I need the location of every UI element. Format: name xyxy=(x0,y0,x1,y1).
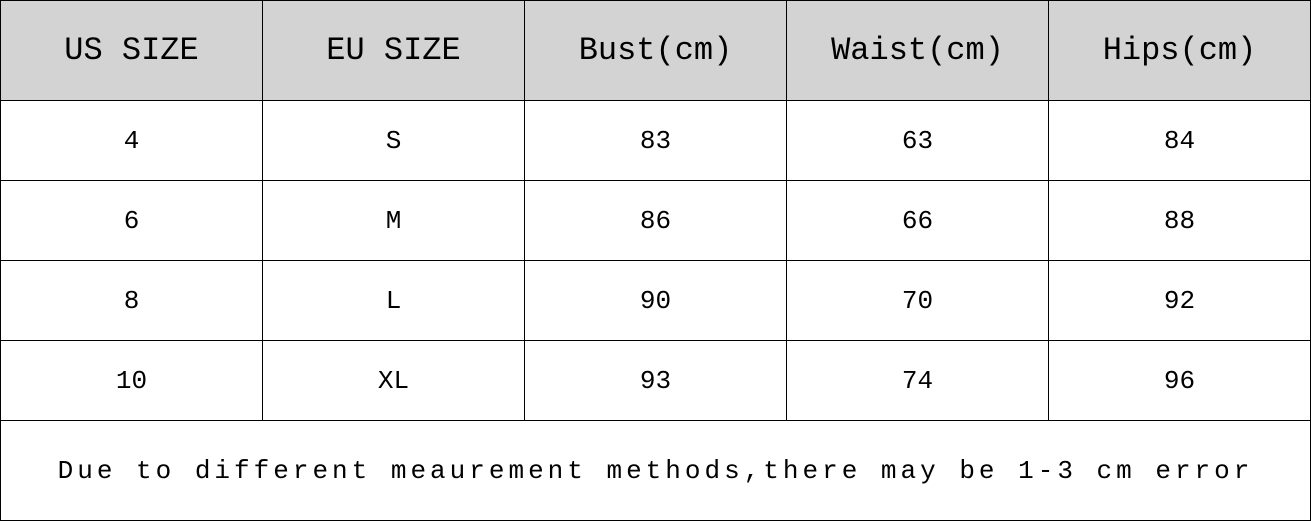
cell-bust: 93 xyxy=(525,341,787,421)
header-eu-size: EU SIZE xyxy=(263,1,525,101)
table-row: 8 L 90 70 92 xyxy=(1,261,1311,341)
cell-us-size: 8 xyxy=(1,261,263,341)
table-footer-row: Due to different meaurement methods,ther… xyxy=(1,421,1311,521)
table-header-row: US SIZE EU SIZE Bust(cm) Waist(cm) Hips(… xyxy=(1,1,1311,101)
cell-bust: 83 xyxy=(525,101,787,181)
cell-eu-size: M xyxy=(263,181,525,261)
cell-hips: 84 xyxy=(1049,101,1311,181)
cell-hips: 88 xyxy=(1049,181,1311,261)
cell-eu-size: S xyxy=(263,101,525,181)
size-chart-table: US SIZE EU SIZE Bust(cm) Waist(cm) Hips(… xyxy=(0,0,1311,521)
header-hips: Hips(cm) xyxy=(1049,1,1311,101)
cell-hips: 92 xyxy=(1049,261,1311,341)
table-row: 4 S 83 63 84 xyxy=(1,101,1311,181)
cell-us-size: 10 xyxy=(1,341,263,421)
table-row: 6 M 86 66 88 xyxy=(1,181,1311,261)
header-bust: Bust(cm) xyxy=(525,1,787,101)
cell-eu-size: L xyxy=(263,261,525,341)
header-us-size: US SIZE xyxy=(1,1,263,101)
cell-waist: 70 xyxy=(787,261,1049,341)
table-row: 10 XL 93 74 96 xyxy=(1,341,1311,421)
cell-us-size: 6 xyxy=(1,181,263,261)
cell-us-size: 4 xyxy=(1,101,263,181)
cell-bust: 90 xyxy=(525,261,787,341)
cell-hips: 96 xyxy=(1049,341,1311,421)
header-waist: Waist(cm) xyxy=(787,1,1049,101)
cell-waist: 66 xyxy=(787,181,1049,261)
cell-waist: 74 xyxy=(787,341,1049,421)
cell-bust: 86 xyxy=(525,181,787,261)
cell-eu-size: XL xyxy=(263,341,525,421)
footer-note: Due to different meaurement methods,ther… xyxy=(1,421,1311,521)
cell-waist: 63 xyxy=(787,101,1049,181)
